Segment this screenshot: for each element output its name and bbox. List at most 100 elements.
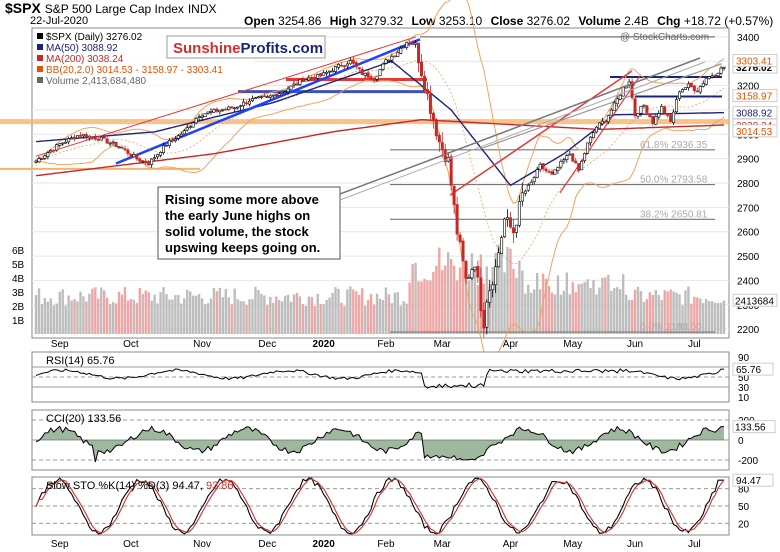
month-label: Oct xyxy=(123,539,139,550)
volume-bar xyxy=(461,252,465,334)
volume-bar xyxy=(301,304,305,334)
volume-bar xyxy=(713,302,717,334)
volume-bar xyxy=(55,303,58,334)
volume-bar xyxy=(144,290,147,334)
volume-tick-label: 4B xyxy=(12,274,25,285)
candle xyxy=(571,152,575,162)
candle xyxy=(197,114,201,121)
month-label: Feb xyxy=(377,339,395,350)
volume-bar xyxy=(696,297,699,334)
candle xyxy=(256,96,260,99)
volume-bar xyxy=(260,293,263,334)
volume-bar xyxy=(171,299,174,334)
candle xyxy=(683,87,687,90)
volume-bar xyxy=(76,301,79,334)
price-tick-label: 2200 xyxy=(737,325,760,336)
candle xyxy=(458,231,462,244)
volume-bar xyxy=(363,305,367,334)
candle xyxy=(239,104,243,111)
volume-bar xyxy=(49,298,53,334)
volume-bar xyxy=(40,303,44,334)
price-tick-label: 2800 xyxy=(737,179,760,190)
price-tick-label: 2400 xyxy=(737,276,760,287)
candle xyxy=(200,113,204,121)
candle xyxy=(153,154,157,162)
annotation-pointer xyxy=(339,57,701,195)
volume-bar xyxy=(153,294,156,334)
candle xyxy=(129,153,133,160)
volume-bar xyxy=(212,287,216,334)
candle xyxy=(520,182,524,207)
candle xyxy=(108,141,112,147)
volume-bar xyxy=(384,287,388,334)
volume-bar xyxy=(224,289,227,334)
candle xyxy=(514,224,518,238)
candle xyxy=(224,107,228,111)
volume-bar xyxy=(527,284,530,334)
volume-tick-label: 3B xyxy=(12,288,25,299)
price-tag: 3088.92 xyxy=(736,109,773,120)
volume-tick-label: 5B xyxy=(12,260,25,271)
rally-line-red-2 xyxy=(559,75,641,194)
month-label: Sep xyxy=(51,539,69,550)
volume-bar xyxy=(447,252,450,334)
cci-tick-label: -200 xyxy=(738,456,758,467)
candle xyxy=(378,68,382,77)
volume-bar xyxy=(328,297,331,334)
volume-bar xyxy=(58,291,61,334)
candle xyxy=(227,105,231,111)
volume-bar xyxy=(85,301,88,334)
candle xyxy=(64,139,68,144)
volume-bar xyxy=(289,301,293,334)
candle xyxy=(642,104,646,109)
volume-bar xyxy=(138,287,141,334)
candle xyxy=(34,159,38,164)
cci-area xyxy=(36,426,724,462)
sto-d-line xyxy=(35,478,725,535)
candle xyxy=(396,50,400,57)
volume-bar xyxy=(79,291,82,334)
volume-bar xyxy=(601,277,604,334)
candle xyxy=(422,70,426,94)
volume-bar xyxy=(411,264,414,334)
support-zone-orange xyxy=(0,119,729,125)
bollinger-lower xyxy=(35,80,725,360)
candle xyxy=(123,145,127,151)
candle xyxy=(191,121,195,128)
legend-swatch xyxy=(37,66,43,72)
volume-bar xyxy=(67,295,70,334)
volume-bar xyxy=(266,304,269,334)
candle xyxy=(713,73,717,77)
candle xyxy=(568,150,572,156)
volume-tick-label: 2B xyxy=(12,302,25,313)
candle xyxy=(538,162,542,173)
candle xyxy=(562,157,566,165)
candle xyxy=(547,169,551,173)
volume-bar xyxy=(73,299,76,334)
candle xyxy=(93,133,97,141)
volume-bar xyxy=(660,300,663,334)
candle xyxy=(589,136,593,146)
candle xyxy=(408,40,412,47)
candle xyxy=(669,113,673,123)
volume-bar xyxy=(88,293,91,334)
candle xyxy=(334,65,338,74)
volume-bar xyxy=(147,292,150,334)
candle xyxy=(372,75,376,84)
candle xyxy=(37,156,41,163)
volume-bar xyxy=(100,287,103,334)
sto-label: Slow STO %K(14) %D(3) 94.47, 93.86 xyxy=(46,480,234,492)
candle xyxy=(150,158,154,168)
candle xyxy=(461,237,465,262)
volume-bar xyxy=(449,259,453,334)
candle xyxy=(488,279,492,308)
volume-bar xyxy=(346,289,349,334)
volume-bar xyxy=(197,294,201,334)
volume-bar xyxy=(248,299,251,334)
volume-bar xyxy=(390,303,394,334)
month-label: 2020 xyxy=(313,339,336,350)
candle xyxy=(603,120,607,123)
candle xyxy=(479,267,483,318)
volume-bar xyxy=(577,284,580,334)
volume-bar xyxy=(307,296,311,334)
